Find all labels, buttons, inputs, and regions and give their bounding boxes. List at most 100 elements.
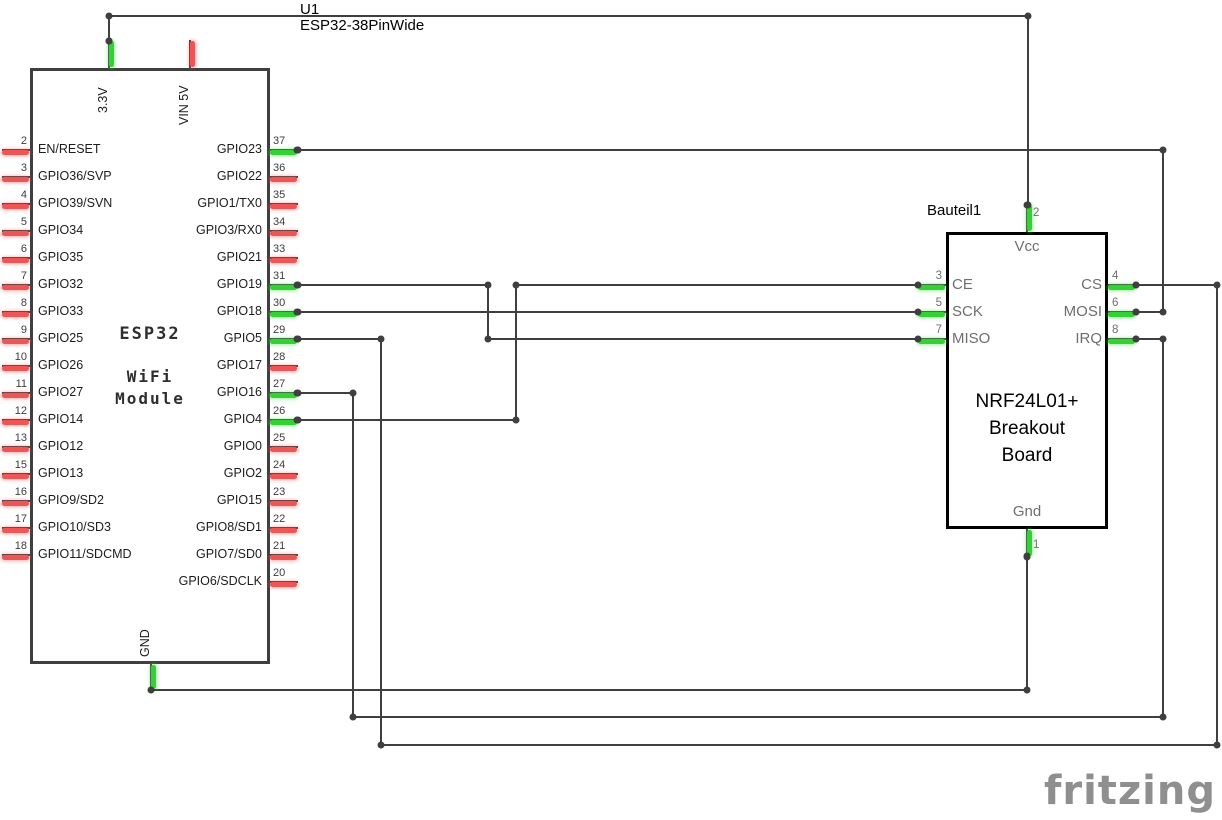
esp32-pin-vin-5v[interactable] — [190, 41, 195, 67]
esp32-pin-gpio6-sdclk[interactable] — [270, 582, 297, 587]
wire-gpio5-cs-bendpoint — [377, 335, 385, 343]
esp32-pin-gpio6-sdclk-label: GPIO6/SDCLK — [178, 574, 262, 588]
esp32-pin-gpio21[interactable] — [270, 258, 297, 263]
esp32-pin-gpio13[interactable] — [2, 474, 29, 479]
esp32-pin-gpio11-sdcmd-label: GPIO11/SDCMD — [38, 547, 132, 561]
wire-gpio16-irq[interactable] — [352, 716, 1164, 718]
esp32-pin-gpio32[interactable] — [2, 285, 29, 290]
wire-3v3-vcc[interactable] — [108, 15, 110, 42]
wire-gpio4-ce[interactable] — [515, 284, 919, 286]
nrf24-pin-ce[interactable] — [918, 285, 945, 290]
nrf24-pin-miso-number: 7 — [935, 324, 942, 336]
wire-gpio16-irq[interactable] — [1135, 338, 1164, 340]
esp32-pin-gpio18[interactable] — [270, 312, 297, 317]
wire-gpio19-miso[interactable] — [297, 284, 489, 286]
nrf24-component-body[interactable] — [946, 232, 1108, 529]
wire-gpio5-cs[interactable] — [1135, 284, 1218, 286]
wire-gpio23-mosi[interactable] — [1162, 149, 1164, 313]
esp32-pin-gpio33[interactable] — [2, 312, 29, 317]
nrf24-pin-miso[interactable] — [918, 339, 945, 344]
wire-3v3-vcc-bendpoint — [105, 37, 113, 45]
esp32-pin-gpio25[interactable] — [2, 339, 29, 344]
esp32-pin-gpio5[interactable] — [270, 339, 297, 344]
wire-gpio5-cs[interactable] — [297, 338, 382, 340]
nrf24-pin-cs[interactable] — [1108, 285, 1135, 290]
nrf24-pin-mosi-number: 6 — [1112, 297, 1119, 309]
wire-gpio18-sck-bendpoint — [294, 308, 302, 316]
esp32-pin-gpio8-sd1[interactable] — [270, 528, 297, 533]
wire-gpio5-cs[interactable] — [380, 338, 382, 746]
esp32-pin-gpio4[interactable] — [270, 420, 297, 425]
nrf24-pin-gnd[interactable] — [1027, 530, 1032, 556]
esp32-pin-gpio1-tx0-label: GPIO1/TX0 — [197, 196, 262, 210]
esp32-pin-gpio22[interactable] — [270, 177, 297, 182]
wire-gpio19-miso[interactable] — [487, 338, 919, 340]
nrf24-pin-ce-label: CE — [952, 276, 973, 293]
esp32-pin-gpio19[interactable] — [270, 285, 297, 290]
esp32-pin-label-3v3: 3.3V — [96, 87, 110, 113]
esp32-pin-gpio4-label: GPIO4 — [223, 412, 262, 426]
esp32-pin-gpio16[interactable] — [270, 393, 297, 398]
wire-3v3-vcc[interactable] — [108, 15, 1029, 17]
wire-gpio5-cs[interactable] — [380, 744, 1218, 746]
esp32-pin-gpio2[interactable] — [270, 474, 297, 479]
esp32-pin-gpio10-sd3[interactable] — [2, 528, 29, 533]
esp32-pin-gpio23-number: 37 — [273, 135, 286, 147]
esp32-pin-gpio32-number: 7 — [20, 270, 27, 282]
esp32-pin-gpio35-number: 6 — [20, 243, 27, 255]
wire-gpio16-irq[interactable] — [352, 392, 354, 718]
wire-gnd-gnd[interactable] — [150, 689, 1028, 691]
esp32-pin-gpio12[interactable] — [2, 447, 29, 452]
wire-gpio16-irq[interactable] — [297, 392, 354, 394]
esp32-pin-gpio34-label: GPIO34 — [38, 223, 84, 237]
wire-gpio5-cs[interactable] — [1216, 284, 1218, 746]
esp32-pin-gpio0[interactable] — [270, 447, 297, 452]
esp32-pin-gpio17[interactable] — [270, 366, 297, 371]
nrf24-pin-mosi[interactable] — [1108, 312, 1135, 317]
esp32-pin-gpio8-sd1-label: GPIO8/SD1 — [196, 520, 262, 534]
esp32-pin-3-3v[interactable] — [109, 41, 114, 67]
wire-gpio4-ce[interactable] — [515, 284, 517, 421]
esp32-pin-gpio36-svp[interactable] — [2, 177, 29, 182]
esp32-pin-gpio3-rx0[interactable] — [270, 231, 297, 236]
nrf24-pin-sck-number: 5 — [935, 297, 942, 309]
esp32-pin-gpio35[interactable] — [2, 258, 29, 263]
wire-gnd-gnd[interactable] — [1026, 556, 1028, 691]
wire-gpio4-ce[interactable] — [297, 419, 517, 421]
esp32-refdes-label: U1 — [300, 1, 320, 18]
esp32-pin-gpio34[interactable] — [2, 231, 29, 236]
esp32-pin-gpio17-label: GPIO17 — [216, 358, 262, 372]
esp32-pin-gpio1-tx0-number: 35 — [273, 189, 286, 201]
esp32-pin-gpio15[interactable] — [270, 501, 297, 506]
wire-gpio5-cs-bendpoint — [294, 335, 302, 343]
wire-gpio23-mosi[interactable] — [297, 149, 1164, 151]
esp32-pin-gpio4-number: 26 — [273, 405, 286, 417]
esp32-pin-gpio14[interactable] — [2, 420, 29, 425]
esp32-pin-gpio39-svn[interactable] — [2, 204, 29, 209]
esp32-pin-en-reset[interactable] — [2, 150, 29, 155]
esp32-pin-gpio23[interactable] — [270, 150, 297, 155]
nrf24-pin-irq[interactable] — [1108, 339, 1135, 344]
esp32-pin-gpio1-tx0[interactable] — [270, 204, 297, 209]
esp32-pin-gpio26-number: 10 — [14, 351, 27, 363]
esp32-pin-gpio23-label: GPIO23 — [216, 142, 262, 156]
nrf24-pin-sck[interactable] — [918, 312, 945, 317]
esp32-pin-gpio5-number: 29 — [273, 324, 286, 336]
esp32-pin-gpio33-number: 8 — [20, 297, 27, 309]
esp32-pin-gnd[interactable] — [151, 665, 156, 689]
esp32-pin-gpio39-svn-label: GPIO39/SVN — [38, 196, 113, 210]
wire-gpio23-mosi[interactable] — [1135, 311, 1164, 313]
wire-gpio18-sck[interactable] — [297, 311, 919, 313]
esp32-pin-gpio27[interactable] — [2, 393, 29, 398]
wire-gpio16-irq-bendpoint — [1159, 335, 1167, 343]
esp32-pin-gpio26[interactable] — [2, 366, 29, 371]
esp32-pin-gpio7-sd0[interactable] — [270, 555, 297, 560]
wire-3v3-vcc[interactable] — [1027, 15, 1029, 206]
esp32-component-body[interactable] — [30, 68, 270, 664]
wire-gpio23-mosi-bendpoint — [1159, 308, 1167, 316]
nrf24-pin-vcc[interactable] — [1027, 205, 1032, 231]
esp32-pin-gpio11-sdcmd[interactable] — [2, 555, 29, 560]
esp32-pin-gpio9-sd2[interactable] — [2, 501, 29, 506]
wire-gpio16-irq[interactable] — [1162, 338, 1164, 718]
